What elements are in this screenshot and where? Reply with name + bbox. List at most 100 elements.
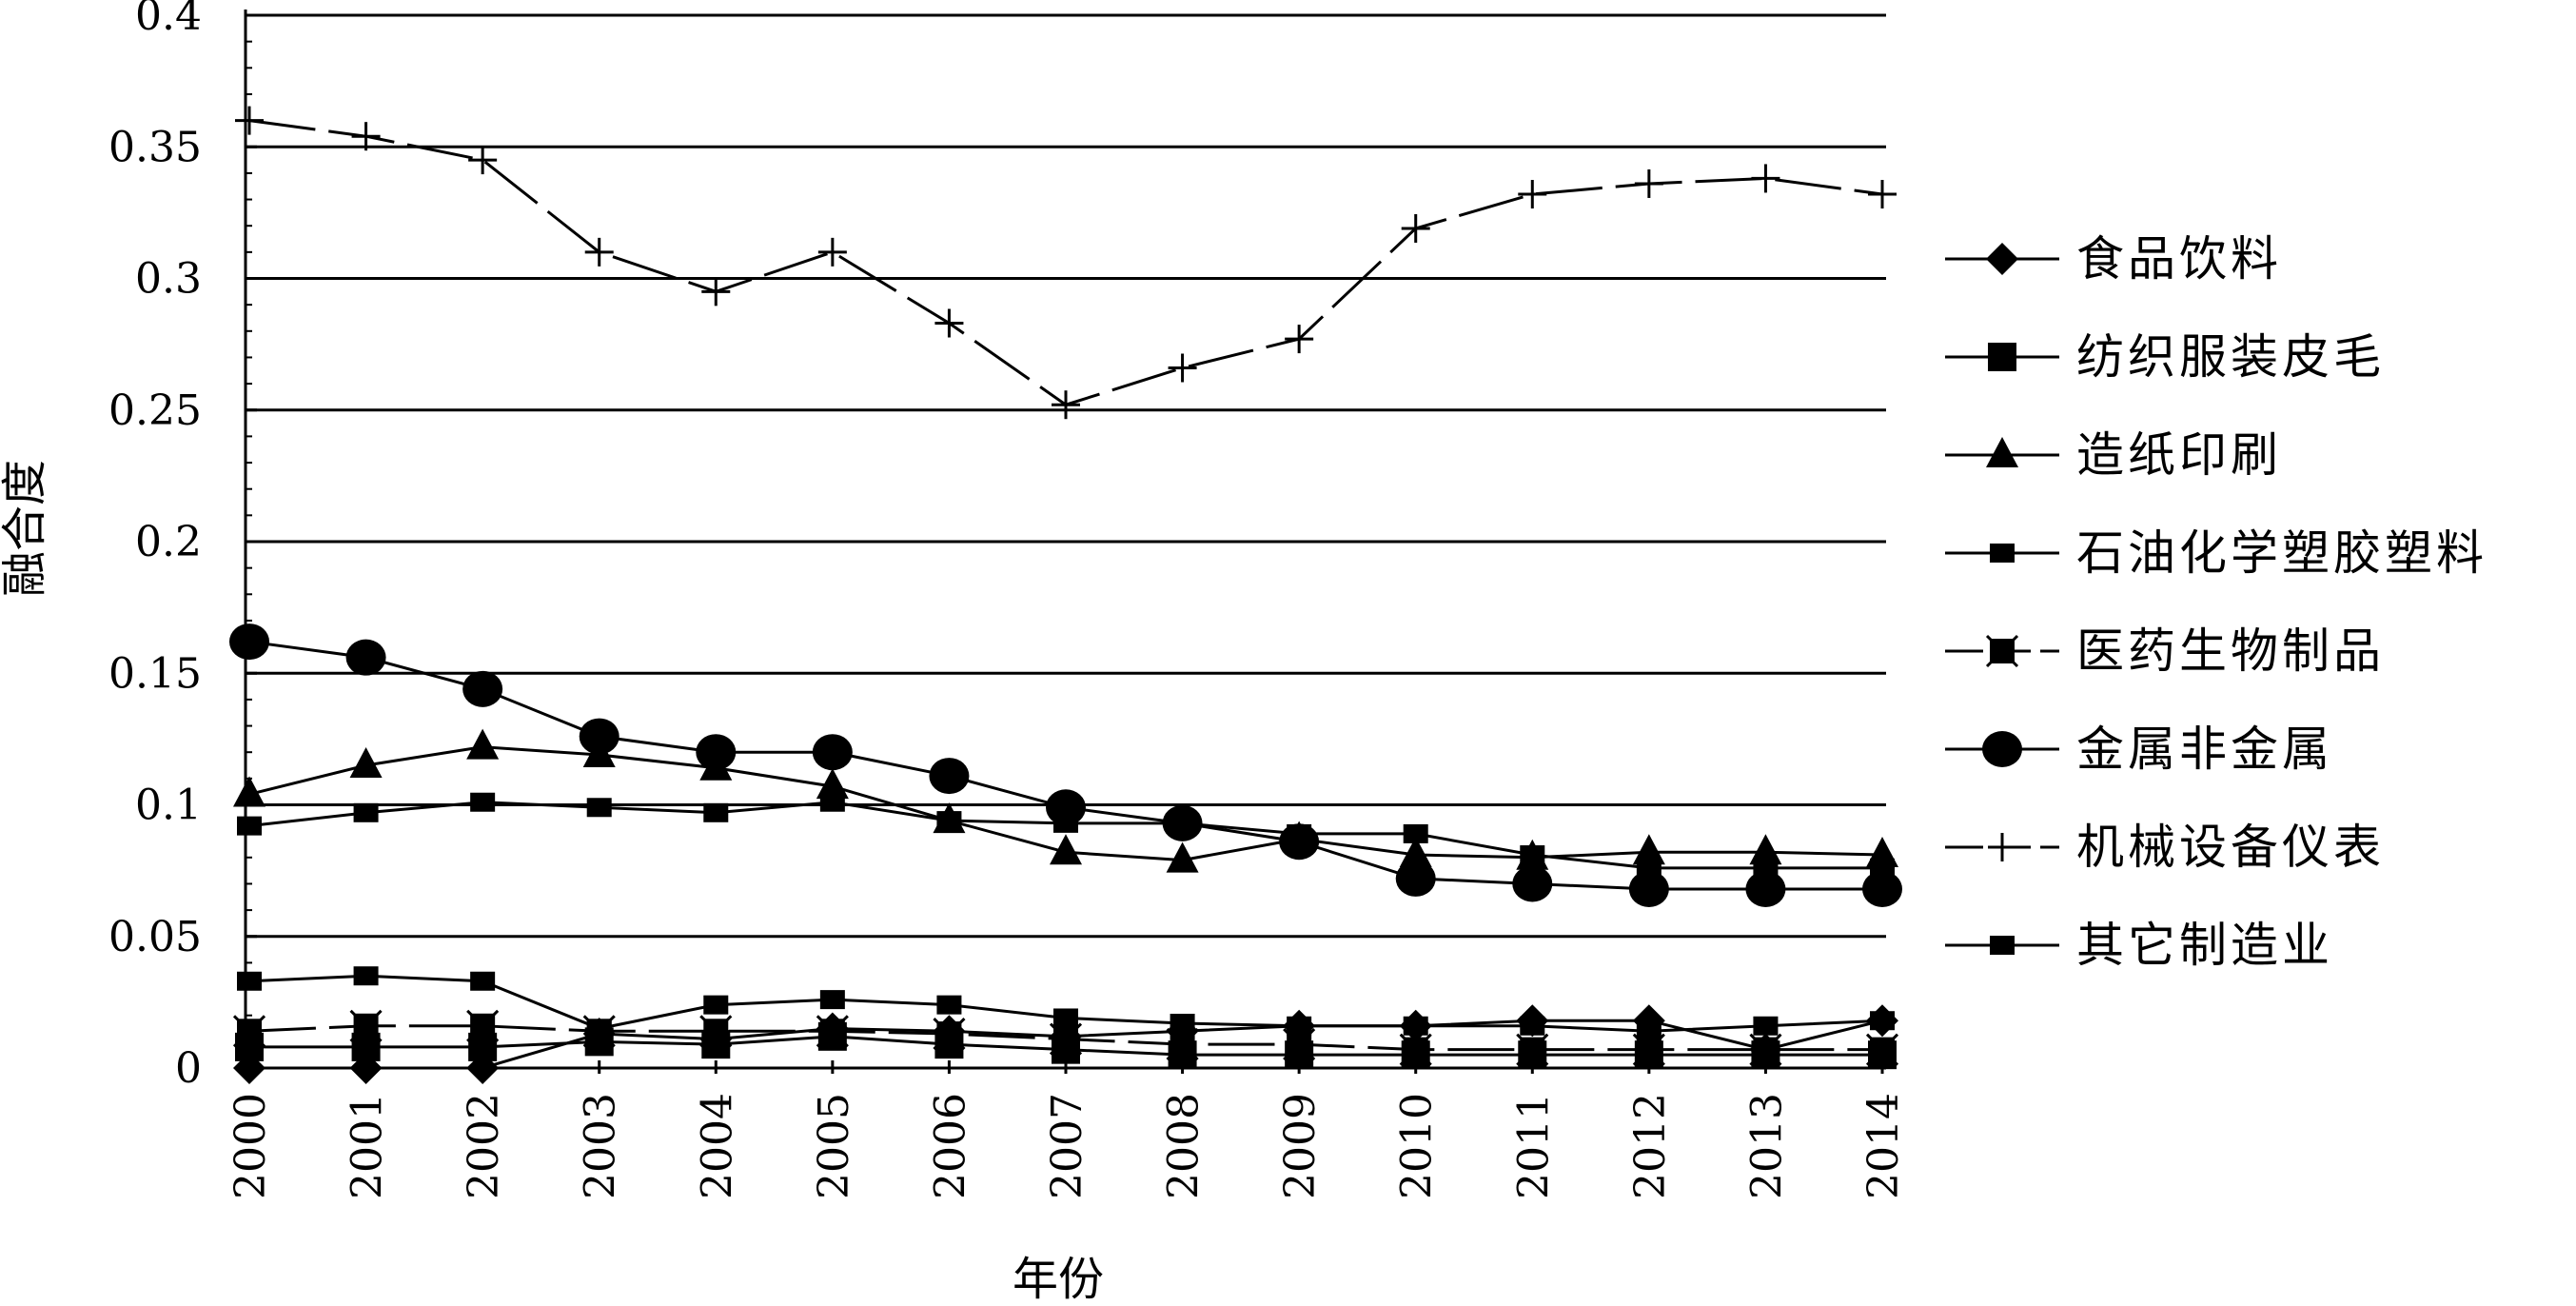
cross-marker-b bbox=[1049, 1022, 1083, 1056]
x-tick-label: 2012 bbox=[1626, 1093, 1675, 1199]
circle-marker bbox=[1395, 860, 1436, 897]
square-marker bbox=[237, 816, 262, 836]
square-marker bbox=[1520, 1016, 1545, 1036]
series-6 bbox=[229, 623, 1902, 907]
marker-cross-square bbox=[1166, 1028, 1199, 1061]
marker-circle bbox=[1745, 870, 1786, 907]
triangle-marker bbox=[1749, 834, 1782, 865]
marker-triangle bbox=[1050, 834, 1082, 865]
x-tick-label: 2001 bbox=[344, 1093, 392, 1199]
cross-marker-b bbox=[232, 1015, 266, 1048]
square-marker bbox=[1636, 1021, 1662, 1041]
cross-marker-b bbox=[1166, 1028, 1199, 1061]
circle-marker bbox=[579, 718, 619, 755]
marker-triangle bbox=[1166, 841, 1199, 873]
marker-triangle bbox=[1749, 834, 1782, 865]
marker-smallsquare bbox=[1870, 1011, 1895, 1031]
marker-plus bbox=[817, 237, 847, 267]
cross-marker-b bbox=[933, 1017, 966, 1051]
marker-smallsquare bbox=[703, 995, 729, 1015]
square-marker bbox=[1520, 845, 1545, 865]
x-tick-label: 2002 bbox=[460, 1093, 508, 1199]
marker-smallsquare bbox=[353, 966, 379, 986]
marker-smallsquare bbox=[1753, 1016, 1779, 1036]
legend-item: 医药生物制品 bbox=[1945, 623, 2381, 679]
y-tick-label: 0.35 bbox=[108, 123, 202, 171]
triangle-marker bbox=[233, 776, 265, 807]
y-tick-label: 0.05 bbox=[108, 913, 202, 961]
legend-label: 纺织服装皮毛 bbox=[2076, 329, 2385, 385]
square-marker bbox=[353, 802, 379, 822]
marker-cross-square bbox=[1865, 1033, 1899, 1066]
square-marker bbox=[470, 971, 496, 991]
square-marker bbox=[1403, 823, 1428, 843]
marker-smallsquare bbox=[819, 792, 845, 812]
marker-cross-square bbox=[466, 1009, 500, 1042]
plot-area bbox=[229, 106, 1902, 1084]
marker-plus bbox=[701, 277, 731, 307]
y-tick-label: 0.25 bbox=[108, 386, 202, 435]
square-marker bbox=[1988, 343, 2016, 371]
square-marker bbox=[819, 990, 845, 1010]
marker-cross-square bbox=[349, 1009, 383, 1042]
marker-circle bbox=[462, 670, 503, 707]
series-7 bbox=[235, 106, 1897, 420]
marker-circle bbox=[1982, 731, 2022, 767]
square-marker bbox=[703, 802, 729, 822]
x-tick-label: 2011 bbox=[1509, 1093, 1558, 1199]
marker-triangle bbox=[816, 768, 849, 800]
marker-plus bbox=[351, 122, 381, 151]
series-8 bbox=[237, 966, 1895, 1041]
marker-smallsquare bbox=[586, 1019, 612, 1039]
legend-item: 石油化学塑胶塑料 bbox=[1945, 525, 2484, 581]
y-axis: 0 0.05 0.1 0.15 0.2 0.25 0.3 0.35 0.4 bbox=[108, 0, 257, 1093]
circle-marker bbox=[229, 623, 269, 661]
square-marker bbox=[1990, 936, 2015, 955]
marker-circle bbox=[1279, 823, 1320, 861]
circle-marker bbox=[1862, 870, 1902, 907]
x-tick-label: 2006 bbox=[926, 1093, 974, 1199]
circle-marker bbox=[1512, 865, 1553, 902]
y-tick-label: 0.4 bbox=[135, 0, 202, 40]
marker-circle bbox=[579, 718, 619, 755]
marker-smallsquare bbox=[470, 971, 496, 991]
marker-circle bbox=[229, 623, 269, 661]
x-tick-label: 2005 bbox=[810, 1093, 858, 1199]
marker-plus bbox=[1285, 325, 1314, 354]
y-tick-label: 0.2 bbox=[135, 518, 202, 566]
square-marker bbox=[1753, 1016, 1779, 1036]
circle-marker bbox=[929, 758, 970, 795]
marker-circle bbox=[812, 734, 853, 771]
legend-label: 其它制造业 bbox=[2076, 918, 2333, 973]
square-marker bbox=[1870, 1011, 1895, 1031]
square-marker bbox=[1990, 544, 2015, 563]
cross-marker-b bbox=[1516, 1033, 1549, 1066]
marker-smallsquare bbox=[237, 816, 262, 836]
cross-marker-b bbox=[349, 1009, 383, 1042]
marker-plus bbox=[1518, 180, 1547, 209]
marker-smallsquare bbox=[1170, 1013, 1195, 1033]
marker-plus bbox=[1988, 833, 2016, 861]
triangle-marker bbox=[349, 747, 383, 779]
x-tick-label: 2003 bbox=[577, 1093, 625, 1199]
y-tick-label: 0.3 bbox=[135, 255, 202, 304]
legend-item: 造纸印刷 bbox=[1945, 427, 2278, 483]
diamond-marker bbox=[1986, 243, 2018, 275]
marker-cross-square bbox=[232, 1015, 266, 1048]
x-axis-title: 年份 bbox=[1013, 1253, 1104, 1306]
marker-smallsquare bbox=[819, 990, 845, 1010]
marker-triangle bbox=[233, 776, 265, 807]
x-tick-label: 2014 bbox=[1859, 1093, 1908, 1199]
marker-cross-square bbox=[933, 1017, 966, 1051]
cross-marker-b bbox=[816, 1015, 849, 1048]
marker-smallsquare bbox=[1287, 1016, 1312, 1036]
marker-plus bbox=[468, 146, 498, 175]
marker-circle bbox=[929, 758, 970, 795]
marker-triangle bbox=[1986, 437, 2018, 467]
circle-marker bbox=[1162, 804, 1203, 841]
cross-marker-b bbox=[1985, 634, 2019, 668]
marker-triangle bbox=[349, 747, 383, 779]
circle-marker bbox=[1279, 823, 1320, 861]
marker-smallsquare bbox=[1990, 544, 2015, 563]
